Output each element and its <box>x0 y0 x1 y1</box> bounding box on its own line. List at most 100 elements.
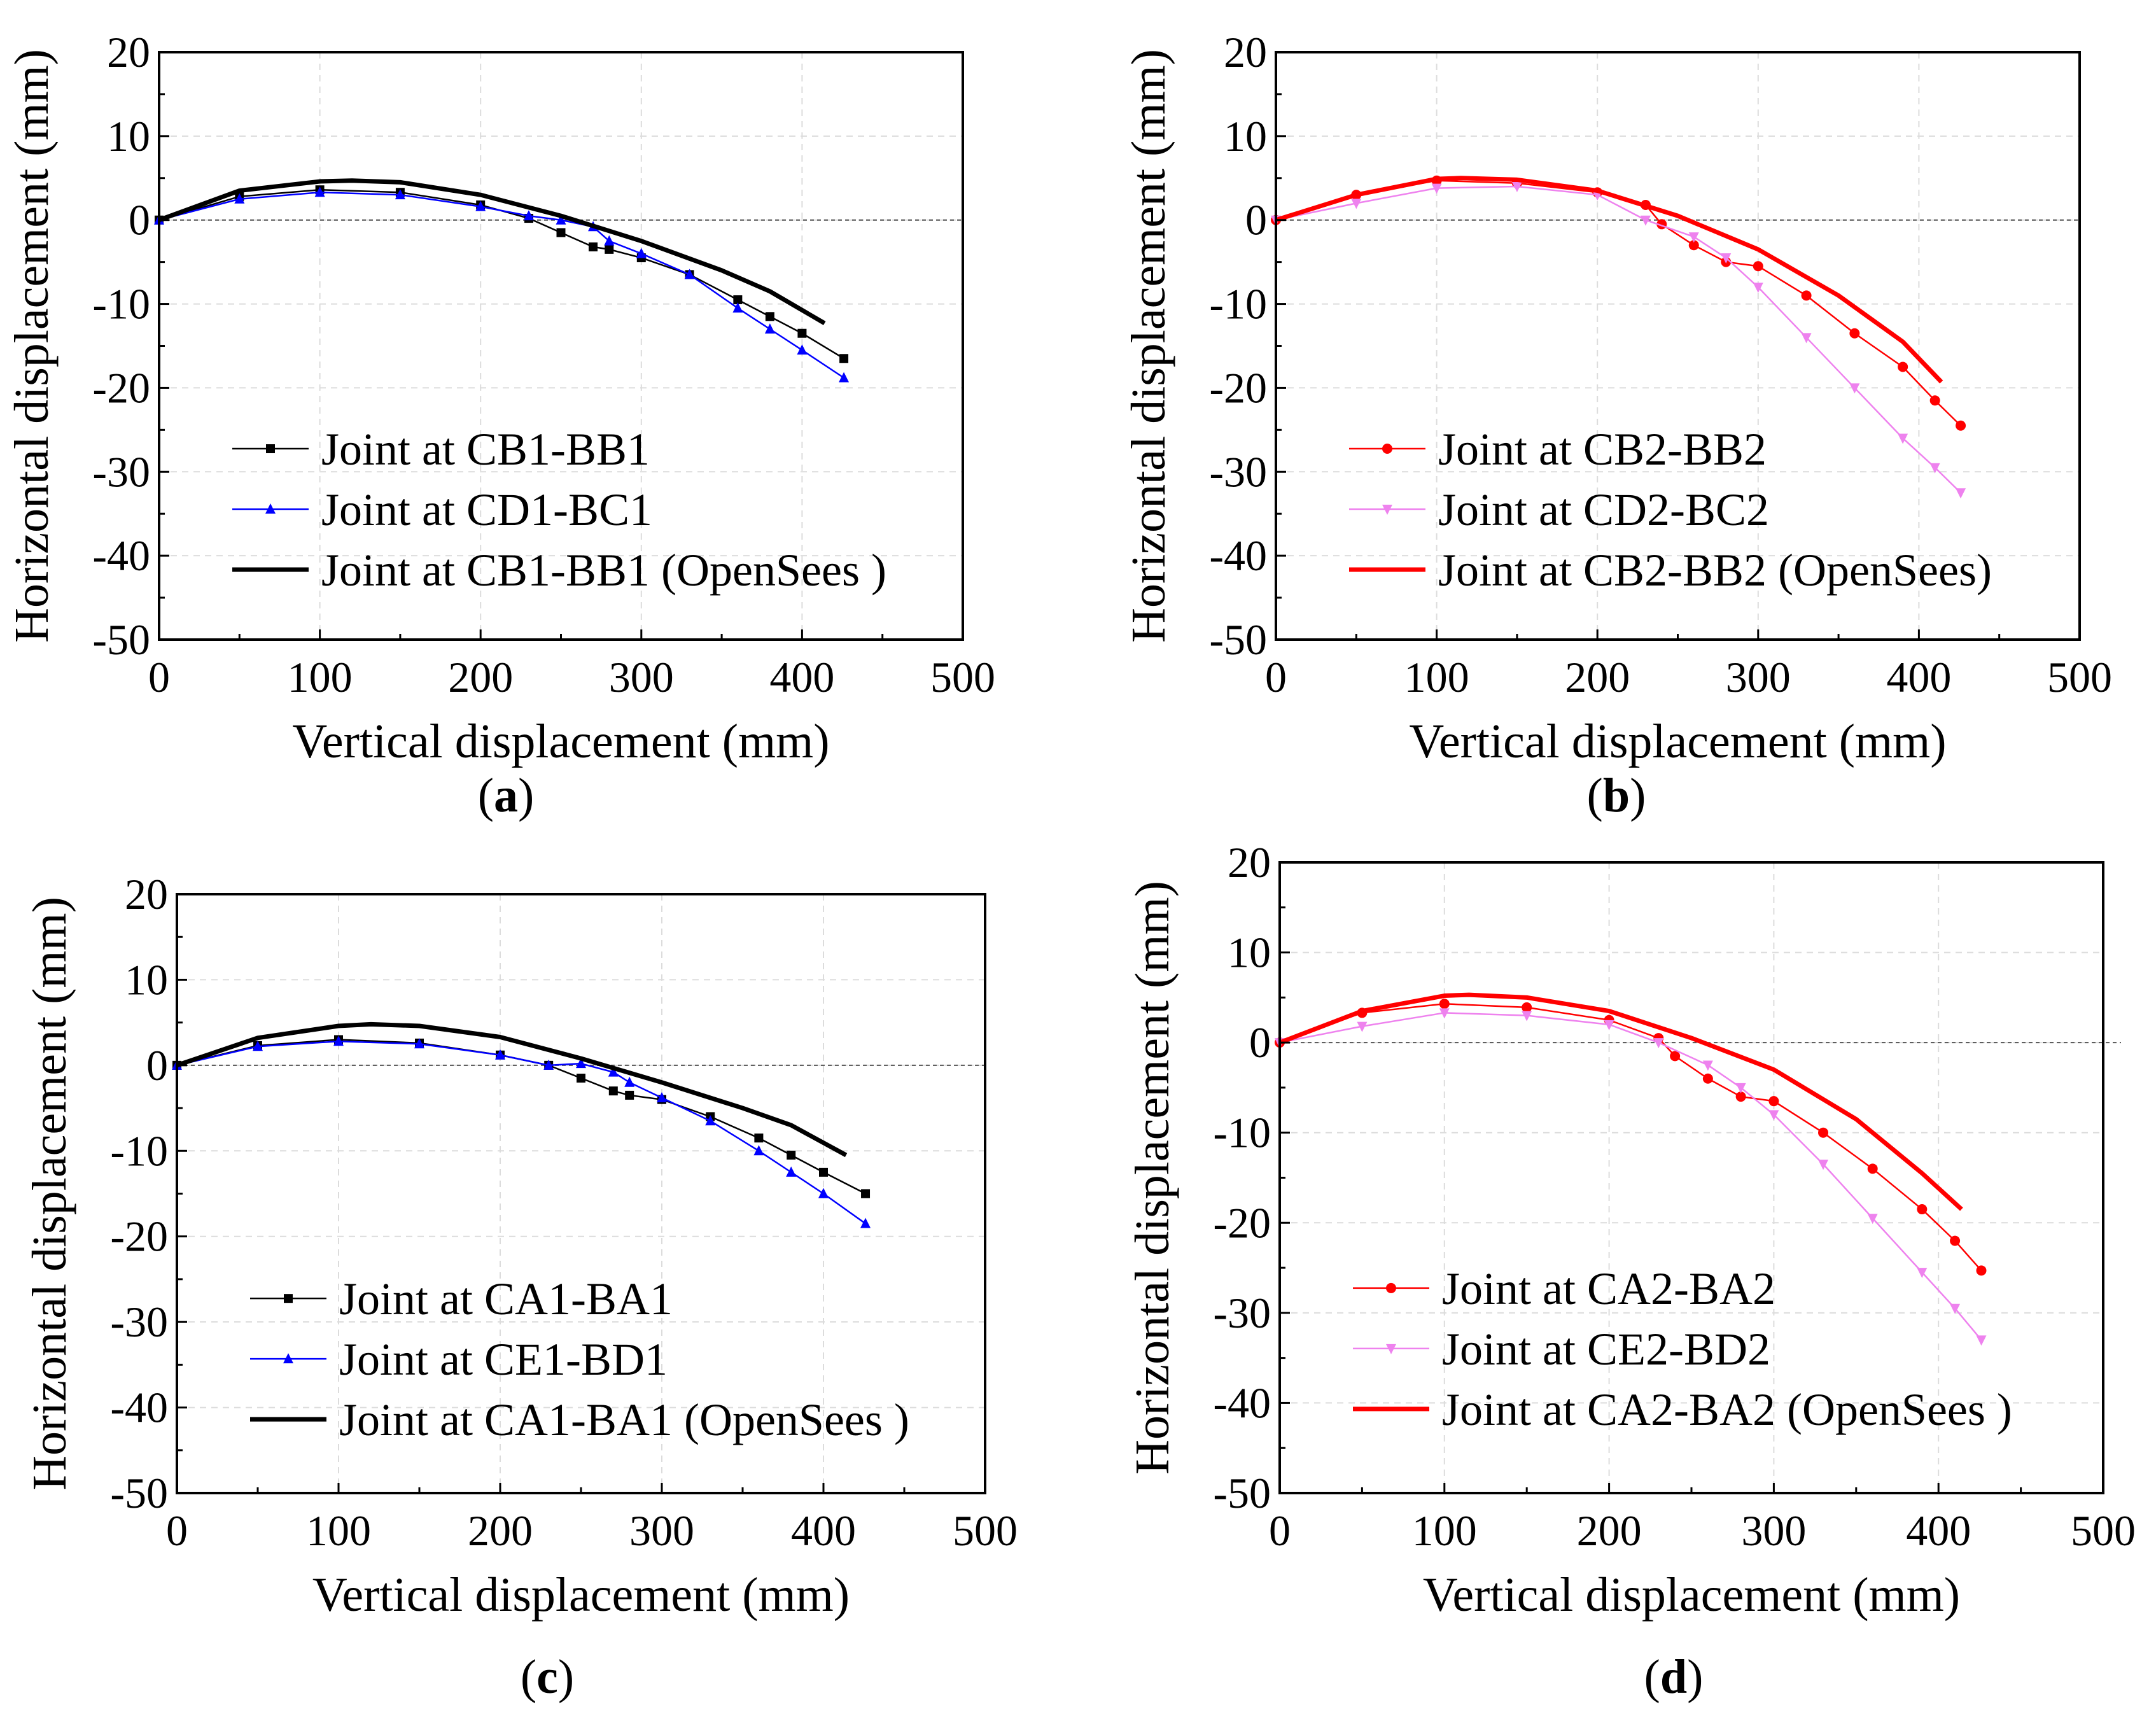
x-tick-label: 200 <box>468 1506 533 1555</box>
data-point <box>1818 1127 1829 1138</box>
data-point <box>1956 420 1966 431</box>
legend-label: Joint at CB1-BB1 (OpenSees ) <box>321 545 886 596</box>
data-point <box>819 1167 828 1177</box>
y-tick-label: -30 <box>1209 447 1267 496</box>
data-point <box>1950 1235 1961 1246</box>
x-tick-label: 0 <box>1265 653 1287 701</box>
y-tick-label: 0 <box>1249 1018 1271 1067</box>
data-point <box>1688 240 1699 251</box>
y-tick-label: -50 <box>92 615 150 664</box>
data-point <box>657 1091 667 1102</box>
x-tick-label: 400 <box>1906 1506 1971 1555</box>
plot-area <box>177 894 985 1493</box>
legend-entry-2: Joint at CD2-BC2 <box>1349 484 1769 535</box>
series-line <box>1275 185 1961 494</box>
legend-label: Joint at CA1-BA1 (OpenSees ) <box>339 1394 909 1445</box>
data-point <box>1929 395 1940 406</box>
series-3 <box>158 178 826 325</box>
legend-entry-2: Joint at CD1-BC1 <box>232 484 652 535</box>
y-tick-label: -10 <box>1213 1109 1271 1157</box>
y-tick-label: -30 <box>92 447 150 496</box>
data-point <box>608 1066 619 1077</box>
x-tick-label: 0 <box>148 653 170 701</box>
data-point <box>1849 328 1860 339</box>
x-axis-title: Vertical displacement (mm) <box>312 1568 850 1622</box>
y-tick-label: -20 <box>1209 363 1267 412</box>
y-tick-label: -50 <box>1209 615 1267 664</box>
data-point <box>786 1166 797 1177</box>
x-tick-label: 200 <box>1565 653 1630 701</box>
data-point <box>556 214 566 225</box>
data-point <box>576 1058 586 1069</box>
data-point <box>495 1049 505 1060</box>
data-point <box>1702 1073 1713 1084</box>
x-tick-label: 400 <box>791 1506 856 1555</box>
x-tick-label: 300 <box>609 653 674 701</box>
legend-entry-2: Joint at CE1-BD1 <box>250 1334 668 1385</box>
series-line <box>158 178 826 325</box>
x-tick-label: 400 <box>769 653 834 701</box>
chart-panel-b: 0 100 200 300 400 500 -50 -40 -30 -20 -10 0 10 20 Vert… <box>1122 28 2112 822</box>
y-tick-label: -20 <box>110 1212 168 1261</box>
x-tick-label: 100 <box>288 653 353 701</box>
plot-area <box>159 52 963 640</box>
series-3 <box>176 1021 848 1158</box>
data-point <box>1950 1303 1961 1314</box>
data-point <box>705 1115 716 1126</box>
data-point <box>1753 261 1763 272</box>
data-point <box>1653 1038 1664 1049</box>
legend-marker <box>1382 444 1392 454</box>
y-tick-label: -10 <box>110 1126 168 1175</box>
legend-entry-3: Joint at CB2-BB2 (OpenSees) <box>1349 545 1992 596</box>
y-tick-label: -50 <box>110 1469 168 1517</box>
series-line <box>1275 176 1943 384</box>
y-tick-label: 20 <box>125 870 168 918</box>
data-point <box>787 1151 796 1160</box>
chart-panel-d: 0 100 200 300 400 500 -50 -40 -30 -20 -10 0 10 20 Vert… <box>1126 838 2136 1704</box>
x-tick-label: 0 <box>1269 1506 1291 1555</box>
data-point <box>1818 1160 1829 1170</box>
y-axis-title: Horizontal displacement (mm) <box>5 49 59 643</box>
data-point <box>1431 183 1442 194</box>
panel-label: (b) <box>1587 769 1646 822</box>
legend-marker <box>1386 1282 1396 1293</box>
x-tick-label: 500 <box>953 1506 1018 1555</box>
x-tick-label: 500 <box>2071 1506 2136 1555</box>
data-point <box>860 1217 871 1228</box>
y-axis-title: Horizontal displacement (mm) <box>1126 881 1179 1475</box>
legend-label: Joint at CB1-BB1 <box>321 424 650 475</box>
y-axis-title: Horizontal displacement (mm) <box>1122 49 1175 643</box>
data-point <box>314 186 325 197</box>
legend-entry-1: Joint at CA1-BA1 <box>250 1273 673 1324</box>
y-tick-label: -40 <box>92 531 150 580</box>
legend-entry-3: Joint at CA2-BA2 (OpenSees ) <box>1353 1384 2012 1435</box>
y-tick-label: 10 <box>1224 112 1267 160</box>
data-point <box>861 1189 871 1198</box>
legend-entry-3: Joint at CA1-BA1 (OpenSees ) <box>250 1394 909 1445</box>
series-3 <box>1278 992 1963 1211</box>
y-tick-label: -30 <box>1213 1289 1271 1337</box>
legend-label: Joint at CA1-BA1 <box>339 1273 673 1324</box>
data-point <box>1511 181 1522 192</box>
data-point <box>625 1090 634 1100</box>
data-point <box>253 1041 263 1051</box>
data-point <box>589 242 598 251</box>
data-point <box>1898 361 1908 372</box>
data-point <box>732 302 743 313</box>
x-tick-label: 100 <box>1404 653 1469 701</box>
data-point <box>1640 215 1651 226</box>
data-point <box>605 244 614 254</box>
x-tick-label: 100 <box>1412 1506 1477 1555</box>
x-tick-label: 100 <box>306 1506 371 1555</box>
y-tick-label: 10 <box>1228 929 1271 977</box>
legend-marker <box>265 503 276 514</box>
data-point <box>1867 1214 1878 1224</box>
series-2 <box>172 1035 871 1228</box>
y-tick-label: 10 <box>125 955 168 1004</box>
data-point <box>1849 383 1860 394</box>
chart-panel-c: 0 100 200 300 400 500 -50 -40 -30 -20 -10 0 10 20 Vert… <box>23 870 1018 1704</box>
panel-label: (c) <box>521 1650 574 1704</box>
chart-panel-a: 0 100 200 300 400 500 -50 -40 -30 -20 -10 0 10 20 Vert… <box>5 28 995 822</box>
x-tick-label: 300 <box>629 1506 694 1555</box>
data-point <box>1439 1008 1450 1019</box>
